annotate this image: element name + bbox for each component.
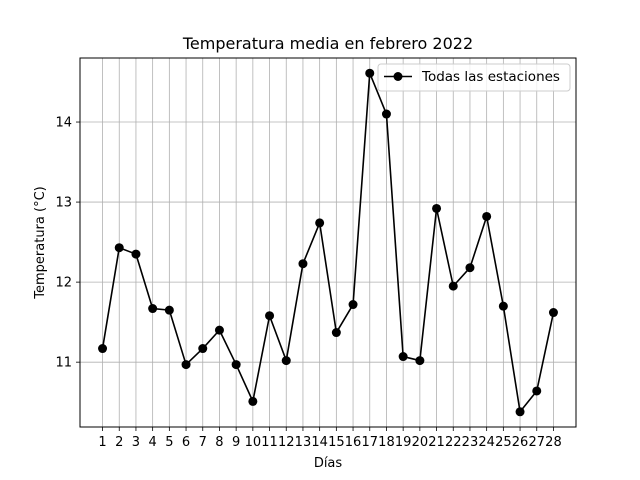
data-point bbox=[248, 396, 258, 406]
x-tick-label: 15 bbox=[328, 435, 345, 450]
legend: Todas las estaciones bbox=[377, 63, 571, 92]
data-point bbox=[465, 263, 475, 273]
y-tick-label: 12 bbox=[55, 276, 72, 291]
x-tick-label: 4 bbox=[149, 435, 157, 450]
data-point bbox=[198, 344, 208, 354]
data-point bbox=[315, 218, 325, 228]
x-tick-label: 18 bbox=[378, 435, 395, 450]
x-tick-label: 10 bbox=[245, 435, 262, 450]
x-tick-label: 20 bbox=[412, 435, 429, 450]
x-tick-label: 24 bbox=[478, 435, 495, 450]
series-layer bbox=[98, 68, 558, 417]
series-line bbox=[101, 72, 555, 413]
x-tick-label: 23 bbox=[462, 435, 479, 450]
x-tick-label: 16 bbox=[345, 435, 362, 450]
data-point bbox=[381, 109, 391, 119]
data-point bbox=[164, 305, 174, 315]
x-tick-label: 2 bbox=[115, 435, 123, 450]
x-axis-label: Días bbox=[314, 456, 343, 471]
legend-marker bbox=[393, 72, 403, 81]
data-point bbox=[482, 211, 492, 221]
x-tick-label: 17 bbox=[361, 435, 378, 450]
data-point bbox=[148, 304, 158, 314]
x-tick-label: 1 bbox=[98, 435, 106, 450]
data-point bbox=[498, 301, 508, 311]
data-point bbox=[432, 203, 442, 213]
x-tick-label: 11 bbox=[261, 435, 278, 450]
x-tick-label: 8 bbox=[215, 435, 223, 450]
y-axis-label: Temperatura (°C) bbox=[33, 186, 48, 299]
x-tick-label: 19 bbox=[395, 435, 412, 450]
y-tick-label: 13 bbox=[55, 196, 72, 211]
data-point bbox=[265, 311, 275, 321]
data-point bbox=[114, 243, 124, 253]
data-point bbox=[448, 281, 458, 291]
legend-label: Todas las estaciones bbox=[421, 69, 560, 85]
data-point bbox=[548, 308, 558, 318]
chart-title: Temperatura media en febrero 2022 bbox=[182, 34, 473, 53]
grid bbox=[80, 58, 576, 427]
data-point bbox=[181, 360, 191, 370]
x-tick-label: 21 bbox=[428, 435, 445, 450]
y-tick-label: 11 bbox=[55, 356, 72, 371]
data-point bbox=[348, 300, 358, 310]
x-tick-label: 6 bbox=[182, 435, 190, 450]
data-point bbox=[331, 328, 341, 338]
x-tick-label: 13 bbox=[295, 435, 312, 450]
data-point bbox=[398, 352, 408, 362]
data-point bbox=[281, 356, 291, 366]
legend-box bbox=[377, 63, 571, 92]
x-tick-label: 25 bbox=[495, 435, 512, 450]
data-point bbox=[298, 259, 308, 269]
data-point bbox=[214, 325, 224, 335]
x-tick-label: 5 bbox=[165, 435, 173, 450]
data-point bbox=[131, 249, 141, 259]
data-point bbox=[415, 356, 425, 366]
x-tick-label: 28 bbox=[545, 435, 562, 450]
x-tick-label: 27 bbox=[528, 435, 545, 450]
x-axis-ticks: 1 2 3 4 5 6 7 8 9 10 11 12 13 14 15 16 17 18 19 20 21 22 23 24 2… bbox=[98, 427, 562, 450]
x-tick-label: 14 bbox=[311, 435, 328, 450]
data-point bbox=[515, 407, 525, 417]
x-tick-label: 3 bbox=[132, 435, 140, 450]
data-point bbox=[98, 344, 108, 354]
x-tick-label: 9 bbox=[232, 435, 240, 450]
x-tick-label: 22 bbox=[445, 435, 462, 450]
x-tick-label: 12 bbox=[278, 435, 295, 450]
x-tick-label: 7 bbox=[199, 435, 207, 450]
data-point bbox=[365, 68, 375, 78]
data-point bbox=[231, 360, 241, 370]
y-tick-label: 14 bbox=[55, 116, 72, 131]
data-point bbox=[532, 386, 542, 396]
plot-frame bbox=[79, 57, 577, 428]
y-axis-ticks: 11 12 13 14 bbox=[55, 116, 80, 371]
x-tick-label: 26 bbox=[512, 435, 529, 450]
